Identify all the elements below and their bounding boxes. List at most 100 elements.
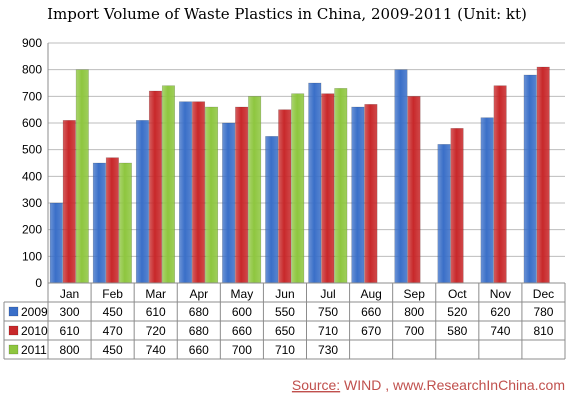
bar-2009-jul [308, 82, 322, 284]
bar-2009-jun [265, 136, 279, 284]
bar-2011-feb [118, 162, 132, 284]
bars [49, 66, 550, 284]
bar-2010-feb [105, 157, 119, 284]
data-label: 650 [275, 324, 295, 338]
y-tick-label: 800 [22, 63, 42, 77]
legend-swatch-2010 [8, 325, 19, 336]
data-label: 800 [60, 343, 80, 357]
x-tick-label: Jan [60, 287, 79, 301]
bar-2009-dec [523, 74, 537, 284]
data-label: 740 [146, 343, 166, 357]
bar-2009-feb [92, 162, 106, 284]
bar-2010-nov [493, 85, 507, 284]
bar-2010-jan [62, 120, 76, 284]
data-label: 670 [361, 324, 381, 338]
data-label: 610 [60, 324, 80, 338]
chart-title: Import Volume of Waste Plastics in China… [47, 5, 527, 23]
bar-2009-nov [480, 117, 494, 284]
gridlines [48, 42, 565, 284]
bar-2011-mar [161, 85, 175, 284]
y-tick-label: 700 [22, 89, 42, 103]
bar-2010-apr [192, 101, 206, 284]
data-label: 750 [318, 305, 338, 319]
bar-2010-jun [278, 109, 292, 284]
bar-2011-jan [75, 69, 89, 284]
data-label: 680 [189, 305, 209, 319]
data-label: 550 [275, 305, 295, 319]
legend-swatch-2011 [8, 344, 19, 355]
legend-label-2011: 2011 [21, 343, 47, 357]
bar-2010-dec [536, 66, 550, 284]
x-tick-label: May [231, 287, 254, 301]
data-label: 660 [232, 324, 252, 338]
bar-2011-jun [291, 93, 305, 284]
data-label: 680 [189, 324, 209, 338]
y-tick-label: 500 [22, 143, 42, 157]
bar-2011-jul [334, 88, 348, 284]
y-tick-label: 100 [22, 249, 42, 263]
data-table: Jan Feb Mar Apr May Jun Jul Aug Sep Oct Nov Dec 2009… [3, 282, 566, 360]
x-tick-label: Aug [360, 287, 381, 301]
bar-2009-sep [394, 69, 408, 284]
x-tick-label: Apr [189, 287, 208, 301]
data-label: 720 [146, 324, 166, 338]
bar-2010-aug [364, 104, 378, 284]
bar-2009-mar [135, 120, 149, 284]
data-label: 620 [490, 305, 510, 319]
data-label: 780 [533, 305, 553, 319]
y-tick-label: 300 [22, 196, 42, 210]
legend-label-2010: 2010 [21, 324, 48, 338]
bar-2009-may [222, 122, 236, 284]
x-tick-label: Feb [102, 287, 123, 301]
y-tick-label: 400 [22, 169, 42, 183]
x-tick-label: Dec [533, 287, 554, 301]
x-tick-label: Oct [448, 287, 467, 301]
bar-2010-oct [450, 128, 464, 284]
bar-2010-jul [321, 93, 335, 284]
x-tick-label: Jul [320, 287, 335, 301]
x-tick-label: Nov [490, 287, 511, 301]
data-label: 450 [103, 305, 123, 319]
data-label: 300 [60, 305, 80, 319]
data-label: 520 [447, 305, 467, 319]
data-label: 800 [404, 305, 424, 319]
y-axis: 0 100 200 300 400 500 600 700 800 900 [22, 36, 49, 290]
source-text: WIND , www.ResearchInChina.com [340, 377, 565, 393]
bar-2010-mar [148, 90, 162, 284]
bar-2011-may [248, 96, 262, 284]
legend-swatch-2009 [8, 306, 19, 317]
data-label: 450 [103, 343, 123, 357]
legend-label-2009: 2009 [21, 305, 48, 319]
x-tick-label: Mar [145, 287, 166, 301]
source-line: Source: WIND , www.ResearchInChina.com [292, 377, 565, 393]
bar-2009-jan [49, 202, 63, 284]
data-label: 600 [232, 305, 252, 319]
x-tick-label: Jun [275, 287, 294, 301]
data-label: 740 [490, 324, 510, 338]
bar-2009-oct [437, 144, 451, 284]
bar-2011-apr [205, 106, 219, 284]
data-label: 700 [404, 324, 424, 338]
data-label: 580 [447, 324, 467, 338]
data-label: 470 [103, 324, 123, 338]
bar-2010-sep [407, 96, 421, 284]
data-label: 710 [318, 324, 338, 338]
y-tick-label: 200 [22, 223, 42, 237]
source-prefix: Source: [292, 377, 340, 393]
y-tick-label: 900 [22, 36, 42, 50]
data-label: 610 [146, 305, 166, 319]
bar-2009-aug [351, 106, 365, 284]
y-tick-label: 600 [22, 116, 42, 130]
data-label: 710 [275, 343, 295, 357]
y-tick-label: 0 [35, 276, 42, 290]
bar-2009-apr [179, 101, 193, 284]
data-label: 700 [232, 343, 252, 357]
data-label: 660 [361, 305, 381, 319]
x-tick-label: Sep [404, 287, 426, 301]
bar-2010-may [235, 106, 249, 284]
data-label: 810 [533, 324, 553, 338]
data-label: 660 [189, 343, 209, 357]
data-label: 730 [318, 343, 338, 357]
